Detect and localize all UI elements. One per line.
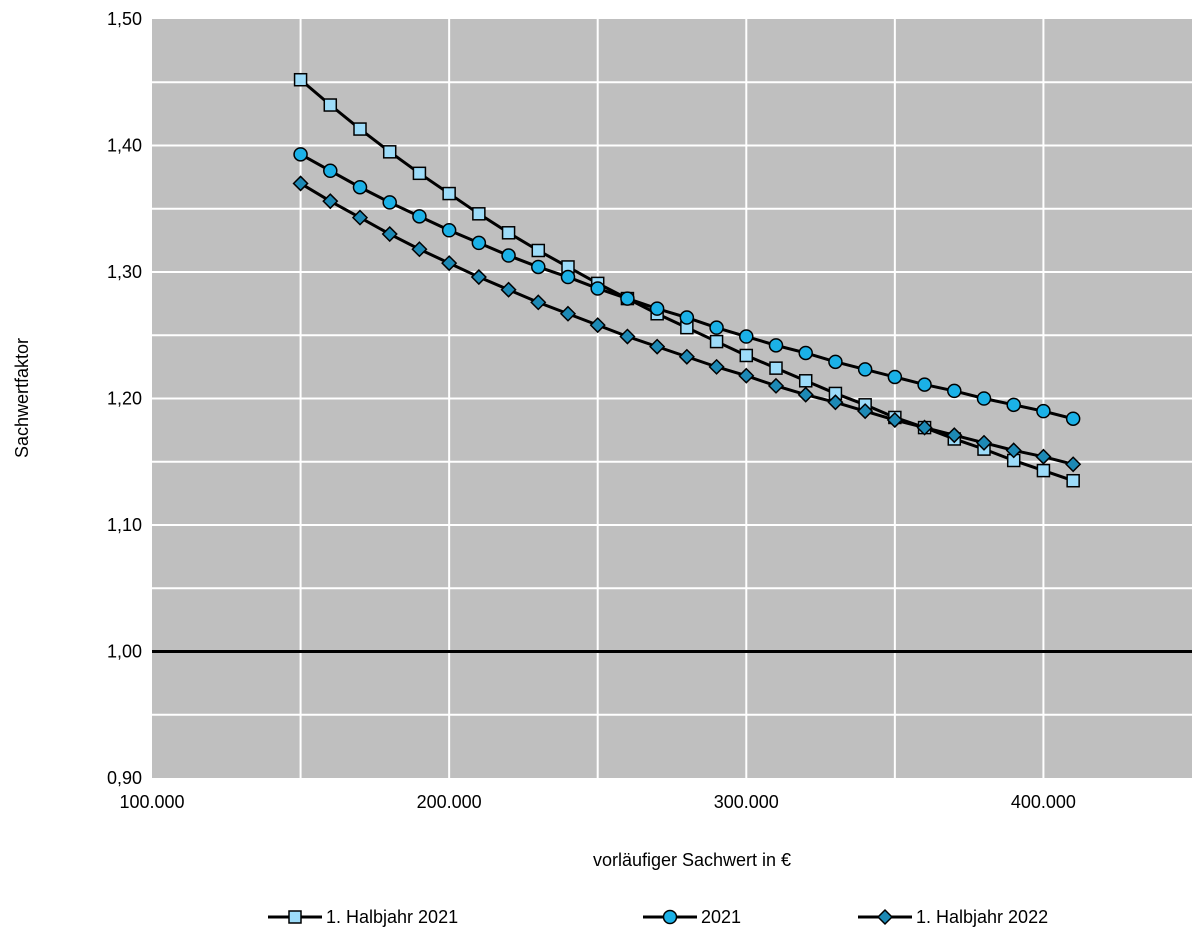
data-point-square <box>739 348 754 363</box>
y-tick-label: 1,50 <box>107 9 142 29</box>
data-point-diamond <box>351 209 369 226</box>
data-point-circle <box>739 329 754 344</box>
data-point-diamond <box>649 338 666 355</box>
data-point-square <box>412 166 427 181</box>
x-tick-label: 300.000 <box>714 792 779 812</box>
data-point-circle <box>947 383 962 399</box>
data-point-diamond <box>857 403 874 420</box>
data-point-diamond <box>470 268 487 286</box>
data-point-diamond <box>946 427 963 444</box>
y-tick-label: 0,90 <box>107 768 142 788</box>
data-point-circle <box>709 320 724 335</box>
data-point-circle <box>917 377 932 392</box>
data-point-circle <box>620 291 635 306</box>
data-point-diamond <box>1005 442 1022 459</box>
y-tick-label: 1,40 <box>107 136 142 156</box>
axis-labels: 100.000 200.000 300.000 400.000 0,90 1,00 1,10… <box>107 9 1076 812</box>
data-point-diamond <box>381 225 398 243</box>
data-point-diamond <box>797 386 814 403</box>
data-point-square <box>709 334 724 349</box>
data-point-square <box>293 72 308 87</box>
data-point-square <box>798 374 813 388</box>
data-point-square <box>501 226 516 240</box>
data-point-diamond <box>708 358 725 375</box>
data-point-circle <box>857 362 873 377</box>
data-point-circle <box>828 354 843 370</box>
legend-marker-diamond <box>876 908 894 926</box>
data-point-diamond <box>411 241 428 258</box>
data-point-square <box>442 186 456 201</box>
x-tick-label: 200.000 <box>417 792 482 812</box>
data-point-diamond <box>827 394 844 411</box>
data-point-diamond <box>1035 448 1052 465</box>
data-point-circle <box>590 281 605 296</box>
data-point-diamond <box>322 193 339 210</box>
data-point-circle <box>560 269 576 285</box>
data-point-diamond <box>619 328 636 345</box>
data-point-diamond <box>678 348 695 365</box>
legend-label: 1. Halbjahr 2022 <box>916 907 1048 927</box>
data-point-circle <box>1065 411 1081 426</box>
data-point-diamond <box>441 255 458 272</box>
data-point-circle <box>679 310 695 325</box>
data-point-square <box>382 145 397 159</box>
data-point-square <box>472 207 486 221</box>
x-axis-title: vorläufiger Sachwert in € <box>593 850 791 870</box>
y-tick-label: 1,00 <box>107 642 142 662</box>
data-point-circle <box>1006 397 1021 413</box>
data-point-circle <box>471 235 487 251</box>
series-2 <box>293 147 1081 426</box>
legend: 1. Halbjahr 2021 2021 1. Halbjahr 2022 <box>268 907 1048 927</box>
data-point-circle <box>976 391 992 406</box>
data-point-diamond <box>767 377 785 394</box>
data-point-square <box>1066 473 1080 488</box>
x-tick-label: 100.000 <box>119 792 184 812</box>
data-point-circle <box>531 259 546 275</box>
legend-label: 1. Halbjahr 2021 <box>326 907 458 927</box>
data-point-diamond <box>500 281 517 298</box>
data-point-circle <box>887 369 903 385</box>
legend-label: 2021 <box>701 907 741 927</box>
legend-item: 2021 <box>643 907 741 927</box>
data-point-diamond <box>559 305 577 322</box>
data-point-square <box>531 243 546 258</box>
data-point-circle <box>501 248 516 263</box>
series-3 <box>292 175 1082 473</box>
data-point-diamond <box>886 411 903 429</box>
y-tick-label: 1,20 <box>107 389 142 409</box>
y-tick-label: 1,30 <box>107 262 142 282</box>
data-point-circle <box>412 209 427 224</box>
data-point-square <box>323 98 338 112</box>
data-point-circle <box>323 163 338 179</box>
legend-marker-circle <box>662 909 678 925</box>
legend-marker-square <box>288 910 302 924</box>
data-point-diamond <box>530 294 547 311</box>
data-point-circle <box>1036 403 1051 419</box>
legend-item: 1. Halbjahr 2021 <box>268 907 458 927</box>
data-point-circle <box>293 147 308 162</box>
data-point-circle <box>382 195 397 210</box>
data-point-square <box>1036 463 1051 478</box>
data-point-diamond <box>292 175 309 192</box>
data-point-circle <box>649 301 665 316</box>
data-point-circle <box>441 223 457 238</box>
data-point-square <box>353 122 367 136</box>
y-axis-title: Sachwertfaktor <box>12 338 32 458</box>
data-point-square <box>769 361 783 375</box>
data-point-diamond <box>589 317 606 334</box>
data-point-diamond <box>916 419 933 436</box>
data-point-diamond <box>738 367 755 384</box>
data-point-circle <box>352 179 368 195</box>
data-point-diamond <box>975 434 993 451</box>
y-tick-label: 1,10 <box>107 515 142 535</box>
data-point-circle <box>768 338 784 353</box>
data-point-diamond <box>1065 456 1082 473</box>
x-tick-label: 400.000 <box>1011 792 1076 812</box>
legend-item: 1. Halbjahr 2022 <box>858 907 1048 927</box>
series-group <box>292 72 1082 488</box>
data-point-circle <box>798 345 813 361</box>
